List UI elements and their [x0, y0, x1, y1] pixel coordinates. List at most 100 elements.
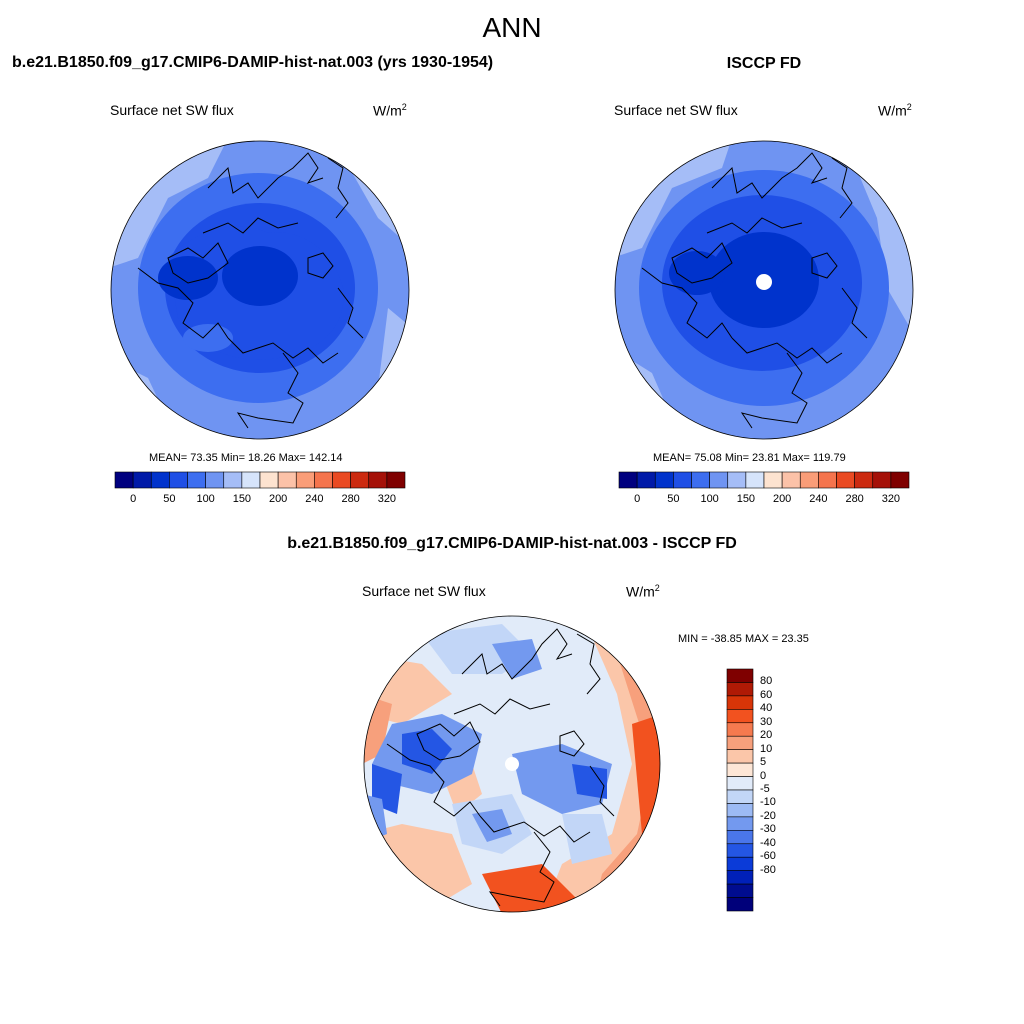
colorbar-box	[763, 471, 783, 489]
colorbar-tick-label: 50	[163, 493, 176, 505]
colorbar-box	[726, 897, 754, 912]
colorbar-tick-label: 200	[268, 493, 288, 505]
colorbar-box	[726, 722, 754, 737]
colorbar-tick-label: 100	[196, 493, 215, 505]
colorbar-box	[709, 471, 729, 489]
colorbar-tick-label: -60	[760, 850, 776, 863]
colorbar-box	[726, 816, 754, 831]
colorbar-box	[726, 883, 754, 898]
colorbar-box	[673, 471, 692, 489]
colorbar-tick-label: 100	[700, 493, 719, 505]
colorbar-box	[169, 471, 188, 489]
colorbar-tick-label: 0	[634, 493, 641, 505]
obs-panel-title: ISCCP FD	[726, 55, 802, 72]
colorbar-tick-label: -40	[760, 836, 776, 849]
colorbar-box	[726, 682, 754, 697]
colorbar-box	[799, 471, 819, 489]
colorbar-box	[726, 762, 754, 777]
colorbar-tick-label: 30	[760, 715, 773, 728]
colorbar-box	[726, 709, 754, 724]
model-colorbar	[114, 471, 406, 489]
colorbar-box	[386, 471, 406, 489]
colorbar-box	[223, 471, 243, 489]
colorbar-box	[726, 735, 754, 750]
colorbar-tick-label: -80	[760, 863, 776, 876]
colorbar-box	[187, 471, 206, 489]
colorbar-box	[726, 856, 754, 871]
colorbar-tick-label: 320	[881, 493, 901, 505]
diff-polar-map	[363, 615, 661, 913]
obs-field-label: Surface net SW flux	[614, 102, 738, 118]
figure-title: ANN	[482, 12, 542, 43]
model-field-label: Surface net SW flux	[110, 102, 234, 118]
colorbar-tick-label: 150	[232, 493, 252, 505]
colorbar-box	[726, 843, 754, 858]
colorbar-tick-label: -10	[760, 796, 776, 809]
colorbar-tick-label: -5	[760, 783, 770, 795]
colorbar-box	[726, 695, 754, 710]
colorbar-tick-label: 200	[772, 493, 792, 505]
colorbar-box	[259, 471, 279, 489]
colorbar-box	[654, 471, 674, 489]
colorbar-box	[726, 830, 754, 845]
diff-stats: MIN = -38.85 MAX = 23.35	[678, 633, 809, 645]
colorbar-tick-label: 280	[845, 493, 864, 505]
colorbar-box	[277, 471, 297, 489]
diff-panel-title: b.e21.B1850.f09_g17.CMIP6-DAMIP-hist-nat…	[287, 535, 737, 552]
colorbar-box	[726, 776, 754, 791]
colorbar-tick-label: 40	[760, 702, 773, 715]
diff-colorbar	[726, 668, 754, 912]
colorbar-box	[636, 471, 656, 489]
colorbar-tick-label: 5	[760, 756, 767, 769]
colorbar-tick-label: 150	[736, 493, 756, 505]
obs-unit-label: W/m2	[878, 102, 912, 119]
colorbar-tick-label: 60	[760, 688, 773, 701]
colorbar-box	[132, 471, 152, 489]
colorbar-tick-label: 10	[760, 742, 773, 755]
coastlines	[641, 152, 868, 429]
obs-polar-map	[614, 140, 914, 440]
coastlines	[386, 628, 615, 907]
colorbar-box	[818, 471, 837, 489]
colorbar-tick-label: 0	[130, 493, 137, 505]
obs-colorbar	[618, 471, 910, 489]
colorbar-box	[836, 471, 855, 489]
colorbar-box	[727, 471, 747, 489]
diff-field-label: Surface net SW flux	[362, 583, 486, 599]
colorbar-tick-label: 240	[809, 493, 828, 505]
colorbar-box	[726, 668, 754, 683]
coastlines	[137, 152, 364, 429]
colorbar-box	[350, 471, 370, 489]
colorbar-box	[295, 471, 315, 489]
colorbar-tick-label: 20	[760, 729, 773, 742]
colorbar-tick-label: -30	[760, 823, 776, 836]
model-panel-title: b.e21.B1850.f09_g17.CMIP6-DAMIP-hist-nat…	[12, 54, 494, 71]
obs-stats: MEAN= 75.08 Min= 23.81 Max= 119.79	[653, 452, 846, 464]
colorbar-box	[726, 870, 754, 885]
colorbar-box	[150, 471, 170, 489]
colorbar-box	[726, 803, 754, 818]
colorbar-tick-label: 50	[667, 493, 680, 505]
model-polar-map	[110, 140, 410, 440]
colorbar-box	[854, 471, 874, 489]
colorbar-box	[890, 471, 910, 489]
colorbar-box	[726, 749, 754, 764]
model-stats: MEAN= 73.35 Min= 18.26 Max= 142.14	[149, 452, 343, 464]
colorbar-box	[241, 471, 261, 489]
colorbar-tick-label: 320	[377, 493, 397, 505]
diff-unit-label: W/m2	[626, 583, 660, 600]
colorbar-tick-label: 80	[760, 675, 773, 688]
colorbar-tick-label: 0	[760, 769, 767, 782]
colorbar-tick-label: 240	[305, 493, 324, 505]
colorbar-box	[332, 471, 351, 489]
colorbar-box	[314, 471, 333, 489]
colorbar-box	[872, 471, 892, 489]
colorbar-box	[114, 471, 134, 489]
colorbar-box	[205, 471, 225, 489]
model-unit-label: W/m2	[373, 102, 407, 119]
colorbar-box	[618, 471, 638, 489]
colorbar-tick-label: 280	[341, 493, 360, 505]
colorbar-box	[368, 471, 388, 489]
colorbar-box	[781, 471, 801, 489]
colorbar-box	[745, 471, 765, 489]
